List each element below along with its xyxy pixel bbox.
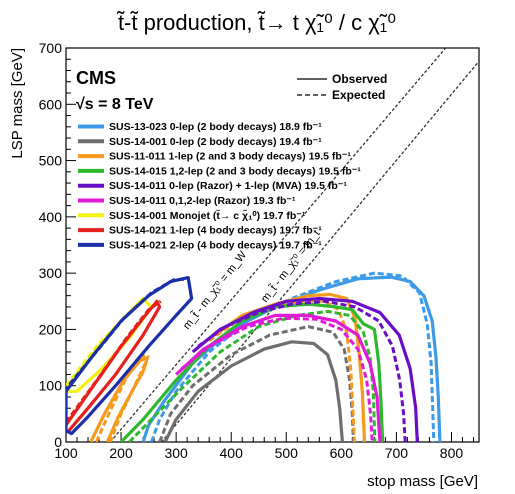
- legend-label-2: SUS-11-011 1-lep (2 and 3 body decays) 1…: [109, 151, 351, 163]
- y-tick-label: 0: [54, 434, 62, 450]
- series-4-observed: [191, 296, 419, 442]
- legend-label-8: SUS-14-021 2-lep (4 body decays) 19.7 fb…: [109, 239, 322, 251]
- y-axis-title: LSP mass [GeV]: [9, 48, 26, 159]
- line-style-legend: Observed Expected: [297, 72, 387, 102]
- series-0-expected: [149, 271, 436, 442]
- axis-ticks: 100 200 300 400 500 600 700 8000100200300400500…: [39, 40, 474, 461]
- y-tick-label: 600: [39, 96, 63, 112]
- series-5-observed: [175, 313, 382, 442]
- legend-label-1: SUS-14-001 0-lep (2 body decays) 19.4 fb…: [109, 136, 322, 148]
- exclusion-curves: [66, 271, 442, 442]
- y-tick-label: 700: [39, 40, 63, 56]
- series-3-observed: [119, 302, 385, 442]
- series-1-expected: [158, 325, 355, 442]
- series-2-observed-secondary: [89, 354, 151, 442]
- series-0-observed: [141, 275, 442, 442]
- series-8-expected: [66, 277, 190, 428]
- x-axis-title: stop mass [GeV]: [367, 473, 478, 490]
- x-tick-label: 100: [54, 445, 78, 461]
- y-tick-label: 200: [39, 321, 63, 337]
- x-tick-label: 500: [275, 445, 299, 461]
- experiment-label: CMS: [76, 68, 116, 88]
- y-tick-label: 300: [39, 265, 63, 281]
- legend-label-3: SUS-14-015 1,2-lep (2 and 3 body decays)…: [109, 165, 361, 177]
- x-tick-label: 800: [440, 445, 464, 461]
- series-legend: SUS-13-023 0-lep (2 body decays) 18.9 fb…: [78, 121, 361, 251]
- plot-frame: [65, 47, 480, 443]
- x-tick-label: 200: [109, 445, 133, 461]
- energy-label: √s = 8 TeV: [76, 96, 154, 113]
- chart-title: t̃-t̃ production, t̃→ t χ̃₁⁰ / c χ̃₁⁰: [116, 10, 396, 35]
- y-tick-label: 500: [39, 153, 63, 169]
- x-tick-label: 700: [385, 445, 409, 461]
- legend-label-4: SUS-14-011 0-lep (Razor) + 1-lep (MVA) 1…: [109, 180, 347, 192]
- series-8-observed: [66, 276, 194, 436]
- expected-label: Expected: [332, 88, 385, 102]
- series-4-expected: [197, 299, 407, 442]
- legend-label-6: SUS-14-001 Monojet (t̃→ c χ̃₁⁰) 19.7 fb⁻…: [109, 209, 306, 222]
- x-tick-label: 400: [220, 445, 244, 461]
- legend-label-5: SUS-14-011 0,1,2-lep (Razor) 19.3 fb⁻¹: [109, 195, 296, 207]
- legend-label-7: SUS-14-021 1-lep (4 body decays) 19.7 fb…: [109, 225, 322, 237]
- series-1-observed: [163, 340, 344, 442]
- series-7-observed: [66, 299, 162, 432]
- legend-label-0: SUS-13-023 0-lep (2 body decays) 18.9 fb…: [109, 121, 322, 133]
- y-tick-label: 100: [39, 378, 63, 394]
- x-tick-label: 300: [164, 445, 188, 461]
- observed-label: Observed: [332, 72, 387, 86]
- y-tick-label: 400: [39, 209, 63, 225]
- x-tick-label: 600: [330, 445, 354, 461]
- series-2-expected: [208, 299, 356, 442]
